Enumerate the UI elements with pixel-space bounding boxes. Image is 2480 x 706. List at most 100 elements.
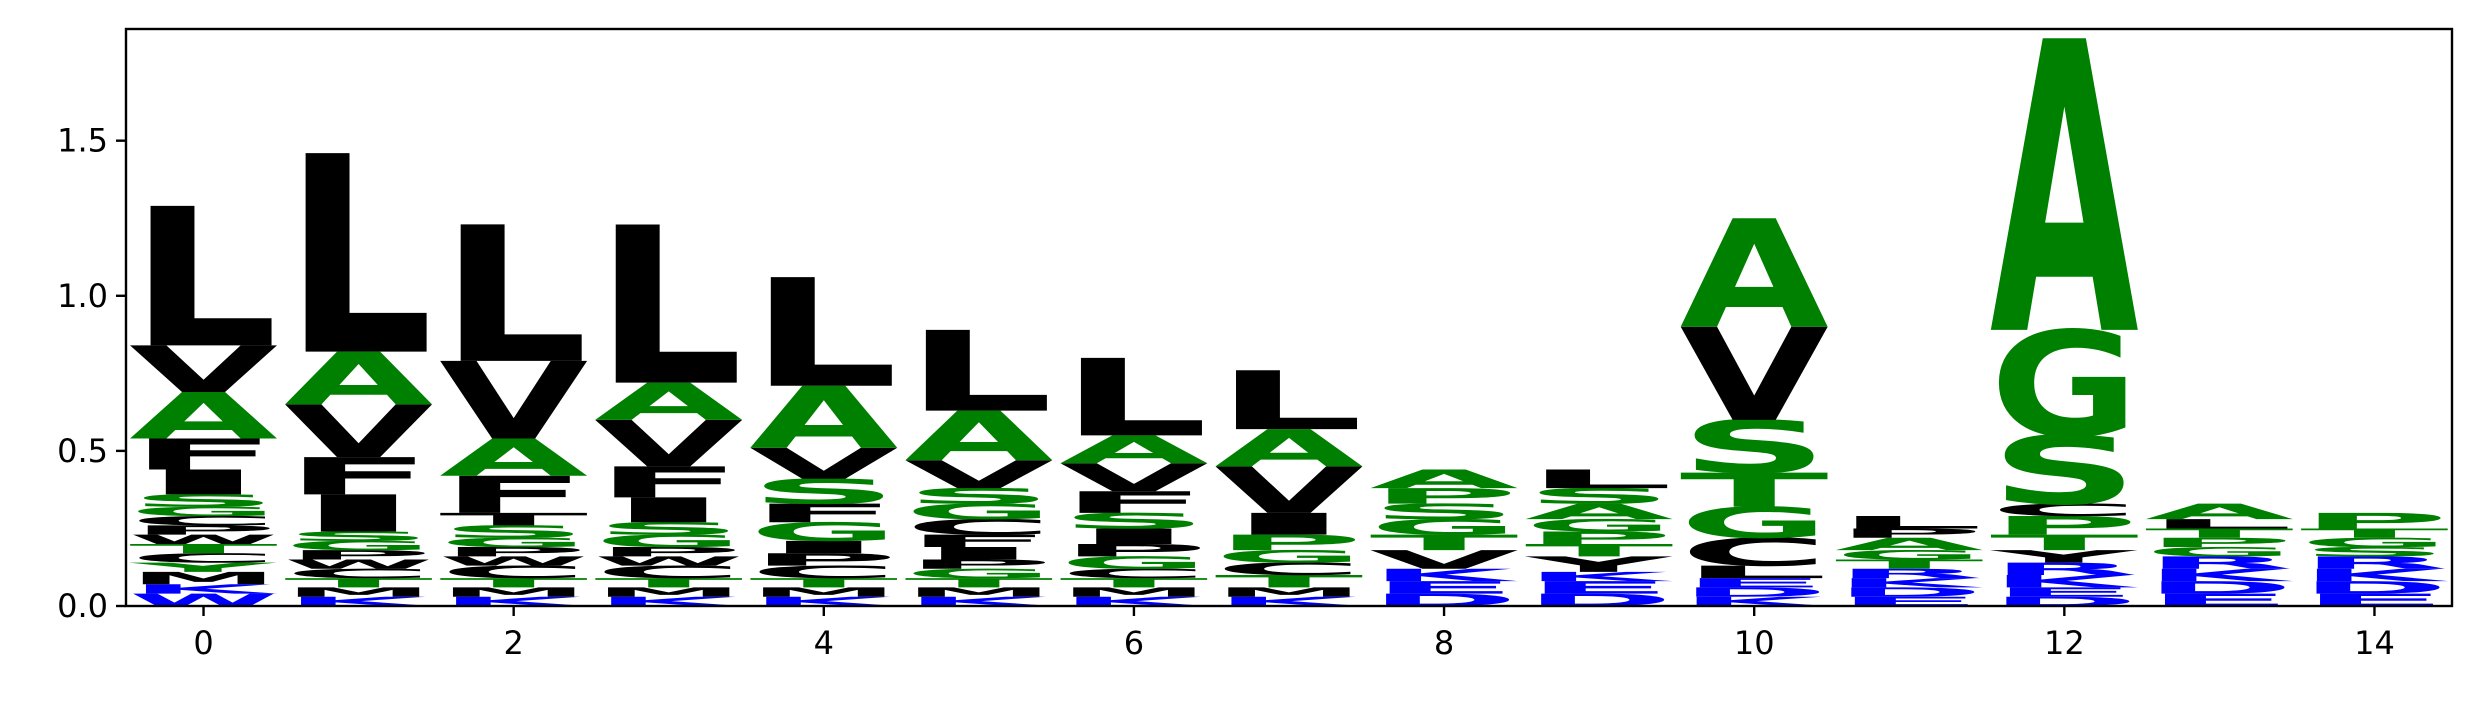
logo-letter-k-pos-0: K xyxy=(129,582,277,597)
logo-letter-s-pos-8: S xyxy=(1370,499,1519,524)
logo-letter-t-pos-7: T xyxy=(1215,572,1364,592)
logo-letter-v-pos-5: V xyxy=(904,452,1053,497)
x-tick-label: 4 xyxy=(814,624,834,662)
logo-letter-v-pos-0: V xyxy=(129,333,278,407)
logo-letter-p-pos-11: P xyxy=(1835,526,1984,541)
logo-letter-a-pos-1: A xyxy=(284,338,433,422)
logo-letter-m-pos-6: M xyxy=(1060,585,1209,600)
logo-letter-a-pos-8: A xyxy=(1370,465,1519,495)
logo-letter-m-pos-3: M xyxy=(594,585,743,600)
plot-area-frame xyxy=(124,27,2454,608)
logo-letter-a-pos-11: A xyxy=(1835,534,1984,554)
logo-letter-y-pos-9: Y xyxy=(1524,552,1673,577)
logo-letter-t-pos-13: T xyxy=(2145,526,2294,541)
x-tick-label: 12 xyxy=(2044,624,2085,662)
logo-letter-e-pos-8: E xyxy=(1370,578,1519,598)
logo-letter-i-pos-6: I xyxy=(1060,524,1209,549)
logo-letter-l-pos-5: L xyxy=(904,308,1053,437)
logo-letter-t-pos-3: T xyxy=(594,576,743,591)
y-tick-label: 1.0 xyxy=(57,277,108,315)
logo-letter-r-pos-12: R xyxy=(1990,559,2139,579)
logo-letter-t-pos-0: T xyxy=(129,542,278,557)
logo-letter-g-pos-3: G xyxy=(594,531,743,551)
logo-letter-v-pos-8: V xyxy=(1370,545,1519,575)
logo-letter-a-pos-0: A xyxy=(129,379,278,453)
logo-letter-p-pos-13: P xyxy=(2145,535,2294,550)
logo-letter-p-pos-5: P xyxy=(904,557,1053,572)
logo-letter-f-pos-3: F xyxy=(594,458,743,508)
logo-letter-c-pos-1: C xyxy=(284,566,433,581)
logo-letter-i-pos-4: I xyxy=(749,537,898,557)
logo-letter-k-pos-8: K xyxy=(1370,565,1519,585)
logo-letter-t-pos-1: T xyxy=(284,576,433,591)
logo-letter-a-pos-2: A xyxy=(439,429,588,489)
logo-letter-s-pos-5: S xyxy=(904,484,1053,509)
logo-letter-p-pos-0: P xyxy=(129,523,278,538)
logo-letter-m-pos-1: M xyxy=(284,585,433,600)
logo-letter-s-pos-9: S xyxy=(1525,484,1674,509)
logo-letter-k-pos-14: K xyxy=(2300,565,2449,585)
logo-letter-f-pos-2: F xyxy=(439,466,588,525)
logo-letter-w-pos-0: W xyxy=(129,532,278,547)
y-axis-ticks: 0.0 0.5 1.0 1.5 xyxy=(57,122,126,625)
x-tick-label: 10 xyxy=(1734,624,1775,662)
logo-letter-i-pos-7: I xyxy=(1215,507,1364,542)
logo-letter-t-pos-6: T xyxy=(1060,576,1209,591)
logo-letter-g-pos-0: G xyxy=(129,504,278,519)
logo-letter-v-pos-10: V xyxy=(1680,302,1829,451)
logo-letter-e-pos-10: E xyxy=(1680,576,1829,591)
logo-letter-g-pos-6: G xyxy=(1060,553,1209,573)
logo-letter-c-pos-4: C xyxy=(749,562,898,582)
logo-letter-g-pos-11: G xyxy=(1835,548,1984,563)
logo-letter-i-pos-3: I xyxy=(594,491,743,531)
logo-letter-g-pos-4: G xyxy=(749,517,898,547)
logo-letter-s-pos-12: S xyxy=(1990,417,2139,526)
logo-letter-g-pos-5: G xyxy=(904,500,1053,525)
logo-letter-t-pos-8: T xyxy=(1370,530,1519,555)
logo-letter-v-pos-4: V xyxy=(749,439,898,488)
logo-letter-d-pos-11: D xyxy=(1835,585,1984,600)
logo-letter-g-pos-9: G xyxy=(1525,516,1674,536)
logo-letter-p-pos-4: P xyxy=(749,550,898,570)
logo-letter-g-pos-12: G xyxy=(1990,301,2139,469)
logo-letter-t-pos-9: T xyxy=(1525,541,1674,561)
logo-letter-y-pos-12: Y xyxy=(1989,547,2138,567)
logo-letter-s-pos-3: S xyxy=(594,519,743,539)
logo-letter-v-pos-7: V xyxy=(1215,454,1364,528)
logo-letter-s-pos-14: S xyxy=(2300,545,2449,560)
logo-letter-f-pos-6: F xyxy=(1060,485,1209,520)
logo-letter-l-pos-0: L xyxy=(129,169,278,391)
logo-letter-p-pos-9: P xyxy=(1525,528,1674,548)
logo-letter-r-pos-14: R xyxy=(2300,553,2449,573)
logo-letter-i-pos-5: I xyxy=(904,544,1053,564)
x-tick-label: 14 xyxy=(2354,624,2395,662)
logo-letter-f-pos-4: F xyxy=(749,499,898,529)
logo-letter-f-pos-5: F xyxy=(904,531,1053,551)
logo-letter-c-pos-3: C xyxy=(594,562,743,582)
logo-letter-v-pos-3: V xyxy=(594,407,743,481)
logo-letter-l-pos-13: L xyxy=(2145,517,2294,532)
logo-letter-a-pos-3: A xyxy=(594,373,743,433)
logo-letter-k-pos-12: K xyxy=(1990,572,2139,592)
logo-letter-t-pos-4: T xyxy=(749,576,898,591)
logo-letter-s-pos-0: S xyxy=(129,491,278,511)
logo-letter-d-pos-10: D xyxy=(1680,585,1829,600)
logo-letter-m-pos-2: M xyxy=(439,585,588,600)
logo-letter-t-pos-2: T xyxy=(439,576,588,591)
logo-letter-l-pos-1: L xyxy=(284,99,433,416)
logo-letter-s-pos-1: S xyxy=(284,529,433,544)
logo-letter-l-pos-2: L xyxy=(439,188,588,406)
y-tick-label: 0.0 xyxy=(57,587,108,625)
logo-letter-t-pos-2: T xyxy=(439,510,588,530)
logo-letter-a-pos-6: A xyxy=(1060,428,1209,473)
y-tick-label: 1.5 xyxy=(57,122,108,160)
logo-letter-t-pos-5: T xyxy=(904,576,1053,591)
logo-letter-g-pos-14: G xyxy=(2300,535,2449,550)
logo-letter-r-pos-13: R xyxy=(2145,553,2294,573)
logo-letter-g-pos-13: G xyxy=(2145,545,2294,560)
x-tick-label: 0 xyxy=(193,624,213,662)
logo-letter-e-pos-9: E xyxy=(1525,578,1674,598)
logo-letter-m-pos-4: M xyxy=(749,585,898,600)
